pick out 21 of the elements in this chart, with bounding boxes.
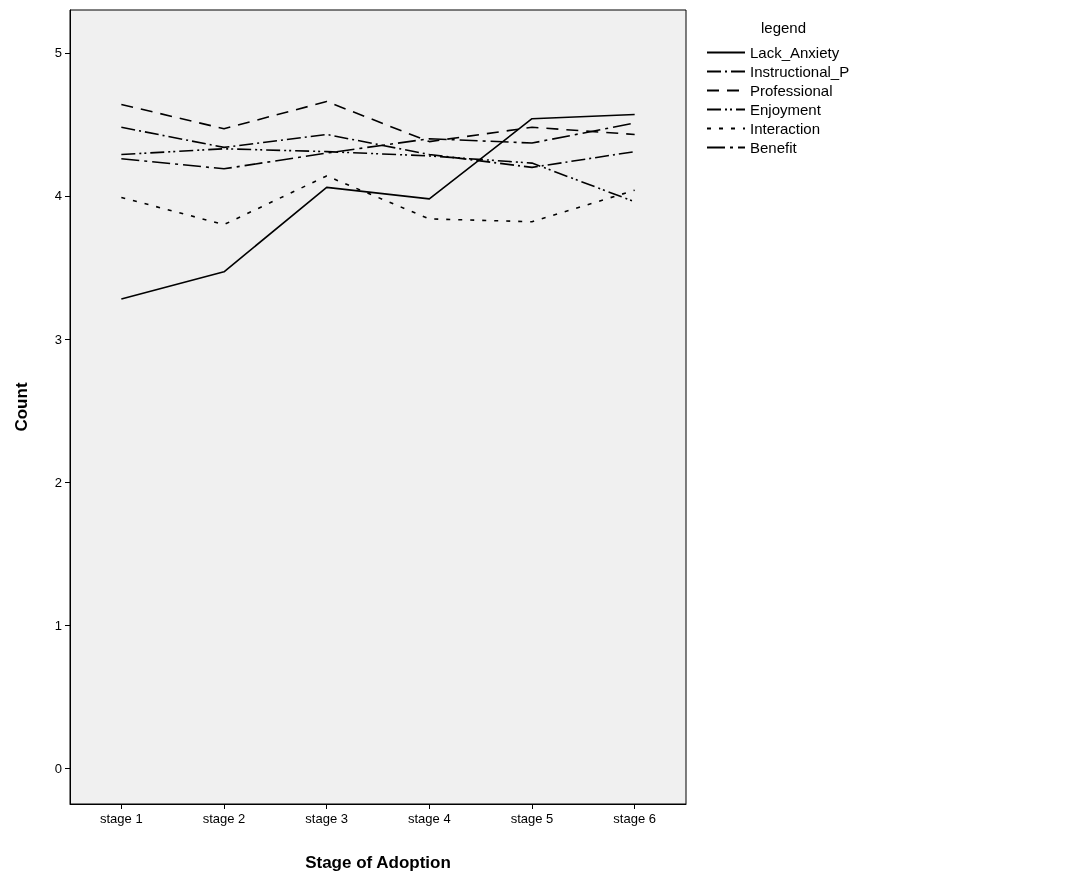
x-tick-label: stage 6 <box>613 811 656 826</box>
x-tick-label: stage 4 <box>408 811 451 826</box>
y-tick-label: 2 <box>54 474 62 490</box>
legend-label: Interaction <box>750 120 821 137</box>
legend-label: Professional <box>750 82 833 99</box>
y-axis-title: Count <box>12 382 31 432</box>
legend-title: legend <box>761 19 807 36</box>
legend-label: Enjoyment <box>750 101 822 118</box>
x-tick-label: stage 1 <box>100 811 143 826</box>
y-tick-label: 0 <box>54 760 62 776</box>
y-tick-label: 3 <box>54 331 62 347</box>
x-tick-label: stage 2 <box>202 811 246 826</box>
x-tick-label: stage 5 <box>510 811 554 826</box>
y-tick-label: 1 <box>54 617 62 633</box>
legend-label: Lack_Anxiety <box>750 44 840 61</box>
y-tick-label: 4 <box>54 188 62 204</box>
y-tick-label: 5 <box>54 45 62 61</box>
legend-label: Benefit <box>750 139 798 156</box>
x-tick-label: stage 3 <box>305 811 348 826</box>
x-axis-title: Stage of Adoption <box>305 853 451 872</box>
legend-label: Instructional_P <box>750 63 850 80</box>
